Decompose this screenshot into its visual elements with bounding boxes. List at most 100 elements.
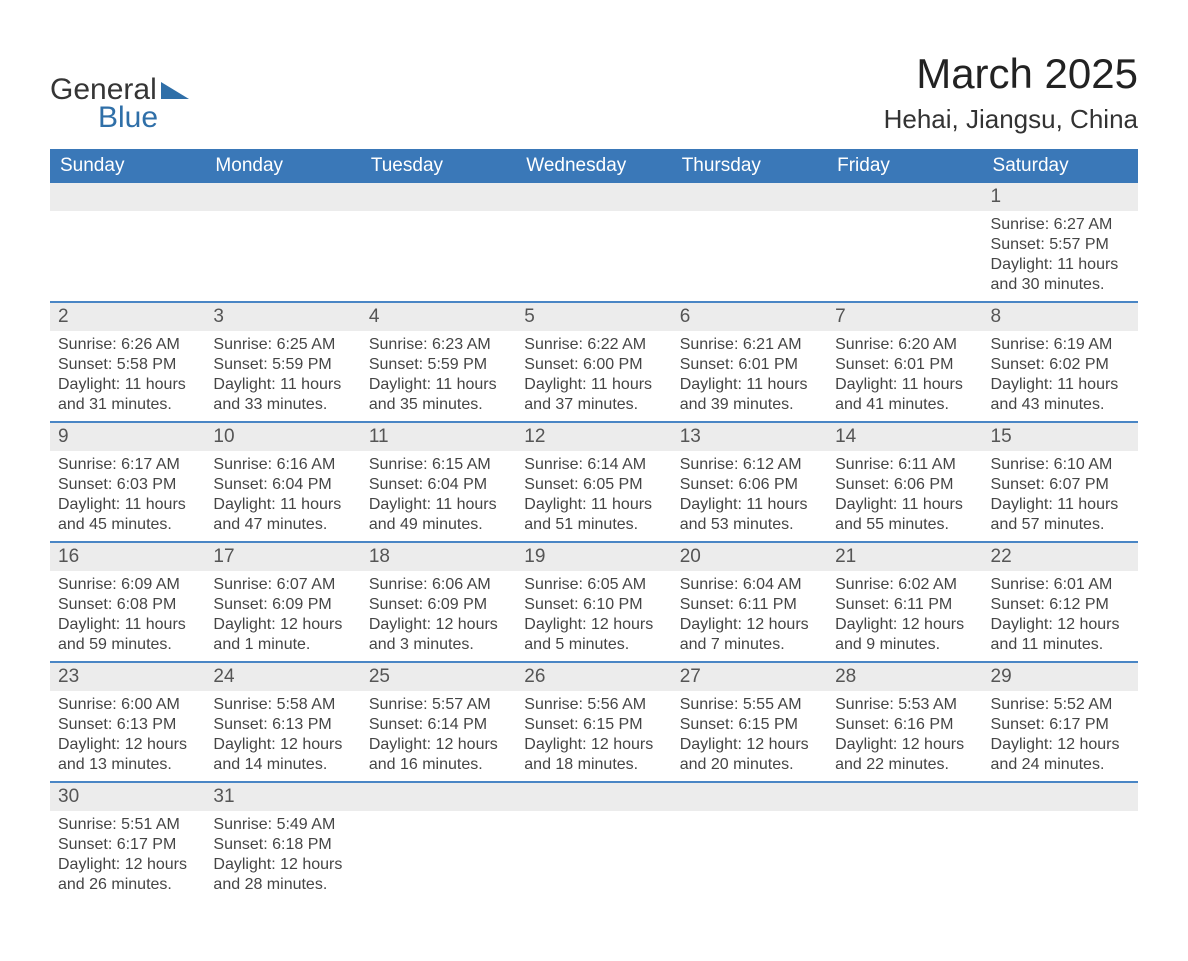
day-info: Sunrise: 6:09 AMSunset: 6:08 PMDaylight:…: [50, 571, 205, 661]
day-number: [827, 783, 982, 811]
calendar-day-cell: 5Sunrise: 6:22 AMSunset: 6:00 PMDaylight…: [516, 302, 671, 422]
sunrise-line: Sunrise: 6:26 AM: [58, 335, 197, 355]
sunrise-line: Sunrise: 6:16 AM: [213, 455, 352, 475]
day-number: 5: [516, 303, 671, 331]
sunrise-line: Sunrise: 5:56 AM: [524, 695, 663, 715]
sunrise-line: Sunrise: 6:27 AM: [991, 215, 1130, 235]
day-number: 31: [205, 783, 360, 811]
sunrise-line: Sunrise: 6:21 AM: [680, 335, 819, 355]
day-number: 27: [672, 663, 827, 691]
daylight-line: Daylight: 12 hours and 20 minutes.: [680, 735, 819, 775]
daylight-line: Daylight: 11 hours and 31 minutes.: [58, 375, 197, 415]
calendar-day-cell: 27Sunrise: 5:55 AMSunset: 6:15 PMDayligh…: [672, 662, 827, 782]
day-info: Sunrise: 6:11 AMSunset: 6:06 PMDaylight:…: [827, 451, 982, 541]
calendar-week-row: 1Sunrise: 6:27 AMSunset: 5:57 PMDaylight…: [50, 183, 1138, 302]
sunset-line: Sunset: 6:17 PM: [58, 835, 197, 855]
daylight-line: Daylight: 12 hours and 1 minute.: [213, 615, 352, 655]
day-number: [672, 783, 827, 811]
sunset-line: Sunset: 6:15 PM: [524, 715, 663, 735]
day-number: 22: [983, 543, 1138, 571]
sunset-line: Sunset: 6:17 PM: [991, 715, 1130, 735]
calendar-day-cell: [361, 782, 516, 901]
daylight-line: Daylight: 12 hours and 14 minutes.: [213, 735, 352, 775]
brand-word2: Blue: [98, 101, 189, 135]
location-subtitle: Hehai, Jiangsu, China: [884, 104, 1138, 135]
day-number: 19: [516, 543, 671, 571]
day-info: Sunrise: 6:23 AMSunset: 5:59 PMDaylight:…: [361, 331, 516, 421]
calendar-day-cell: 15Sunrise: 6:10 AMSunset: 6:07 PMDayligh…: [983, 422, 1138, 542]
daylight-line: Daylight: 11 hours and 39 minutes.: [680, 375, 819, 415]
calendar-day-cell: 11Sunrise: 6:15 AMSunset: 6:04 PMDayligh…: [361, 422, 516, 542]
calendar-day-cell: 25Sunrise: 5:57 AMSunset: 6:14 PMDayligh…: [361, 662, 516, 782]
calendar-day-cell: 19Sunrise: 6:05 AMSunset: 6:10 PMDayligh…: [516, 542, 671, 662]
day-number: 30: [50, 783, 205, 811]
daylight-line: Daylight: 11 hours and 57 minutes.: [991, 495, 1130, 535]
sunset-line: Sunset: 6:04 PM: [369, 475, 508, 495]
day-number: 13: [672, 423, 827, 451]
day-info: Sunrise: 6:26 AMSunset: 5:58 PMDaylight:…: [50, 331, 205, 421]
sunset-line: Sunset: 6:06 PM: [835, 475, 974, 495]
calendar-day-cell: 18Sunrise: 6:06 AMSunset: 6:09 PMDayligh…: [361, 542, 516, 662]
day-number: 29: [983, 663, 1138, 691]
day-number: 2: [50, 303, 205, 331]
sunrise-line: Sunrise: 6:09 AM: [58, 575, 197, 595]
day-number: 26: [516, 663, 671, 691]
calendar-day-cell: [50, 183, 205, 302]
sunrise-line: Sunrise: 6:00 AM: [58, 695, 197, 715]
month-title: March 2025: [884, 50, 1138, 98]
daylight-line: Daylight: 11 hours and 35 minutes.: [369, 375, 508, 415]
sunrise-line: Sunrise: 6:02 AM: [835, 575, 974, 595]
sunrise-line: Sunrise: 6:11 AM: [835, 455, 974, 475]
sunset-line: Sunset: 6:13 PM: [213, 715, 352, 735]
day-number: 3: [205, 303, 360, 331]
sunrise-line: Sunrise: 6:05 AM: [524, 575, 663, 595]
calendar-day-cell: 13Sunrise: 6:12 AMSunset: 6:06 PMDayligh…: [672, 422, 827, 542]
day-number: 6: [672, 303, 827, 331]
calendar-table: Sunday Monday Tuesday Wednesday Thursday…: [50, 149, 1138, 901]
day-info: Sunrise: 5:55 AMSunset: 6:15 PMDaylight:…: [672, 691, 827, 781]
daylight-line: Daylight: 11 hours and 45 minutes.: [58, 495, 197, 535]
day-info: Sunrise: 6:01 AMSunset: 6:12 PMDaylight:…: [983, 571, 1138, 661]
day-number: 7: [827, 303, 982, 331]
day-info: Sunrise: 6:22 AMSunset: 6:00 PMDaylight:…: [516, 331, 671, 421]
calendar-day-cell: 30Sunrise: 5:51 AMSunset: 6:17 PMDayligh…: [50, 782, 205, 901]
day-number: [361, 783, 516, 811]
sunrise-line: Sunrise: 6:01 AM: [991, 575, 1130, 595]
day-info: Sunrise: 6:21 AMSunset: 6:01 PMDaylight:…: [672, 331, 827, 421]
day-number: 18: [361, 543, 516, 571]
sunset-line: Sunset: 6:15 PM: [680, 715, 819, 735]
day-info: Sunrise: 6:16 AMSunset: 6:04 PMDaylight:…: [205, 451, 360, 541]
sunset-line: Sunset: 6:03 PM: [58, 475, 197, 495]
weekday-header: Sunday: [50, 149, 205, 183]
day-info: Sunrise: 5:53 AMSunset: 6:16 PMDaylight:…: [827, 691, 982, 781]
sunset-line: Sunset: 6:02 PM: [991, 355, 1130, 375]
daylight-line: Daylight: 11 hours and 43 minutes.: [991, 375, 1130, 415]
sunrise-line: Sunrise: 6:12 AM: [680, 455, 819, 475]
sunset-line: Sunset: 6:14 PM: [369, 715, 508, 735]
sunrise-line: Sunrise: 6:06 AM: [369, 575, 508, 595]
sunset-line: Sunset: 6:01 PM: [680, 355, 819, 375]
day-info: Sunrise: 6:15 AMSunset: 6:04 PMDaylight:…: [361, 451, 516, 541]
calendar-day-cell: [827, 183, 982, 302]
day-info: Sunrise: 6:00 AMSunset: 6:13 PMDaylight:…: [50, 691, 205, 781]
day-info: Sunrise: 6:10 AMSunset: 6:07 PMDaylight:…: [983, 451, 1138, 541]
daylight-line: Daylight: 12 hours and 13 minutes.: [58, 735, 197, 775]
calendar-day-cell: 17Sunrise: 6:07 AMSunset: 6:09 PMDayligh…: [205, 542, 360, 662]
day-info: Sunrise: 5:52 AMSunset: 6:17 PMDaylight:…: [983, 691, 1138, 781]
sunrise-line: Sunrise: 6:20 AM: [835, 335, 974, 355]
sunrise-line: Sunrise: 5:58 AM: [213, 695, 352, 715]
calendar-day-cell: 14Sunrise: 6:11 AMSunset: 6:06 PMDayligh…: [827, 422, 982, 542]
calendar-day-cell: 20Sunrise: 6:04 AMSunset: 6:11 PMDayligh…: [672, 542, 827, 662]
day-number: 17: [205, 543, 360, 571]
calendar-day-cell: 10Sunrise: 6:16 AMSunset: 6:04 PMDayligh…: [205, 422, 360, 542]
title-block: March 2025 Hehai, Jiangsu, China: [884, 50, 1138, 135]
calendar-day-cell: [516, 782, 671, 901]
sunrise-line: Sunrise: 6:19 AM: [991, 335, 1130, 355]
sunset-line: Sunset: 5:59 PM: [369, 355, 508, 375]
day-number: 11: [361, 423, 516, 451]
calendar-week-row: 9Sunrise: 6:17 AMSunset: 6:03 PMDaylight…: [50, 422, 1138, 542]
day-number: [516, 783, 671, 811]
day-number: 15: [983, 423, 1138, 451]
sunset-line: Sunset: 5:58 PM: [58, 355, 197, 375]
daylight-line: Daylight: 11 hours and 41 minutes.: [835, 375, 974, 415]
